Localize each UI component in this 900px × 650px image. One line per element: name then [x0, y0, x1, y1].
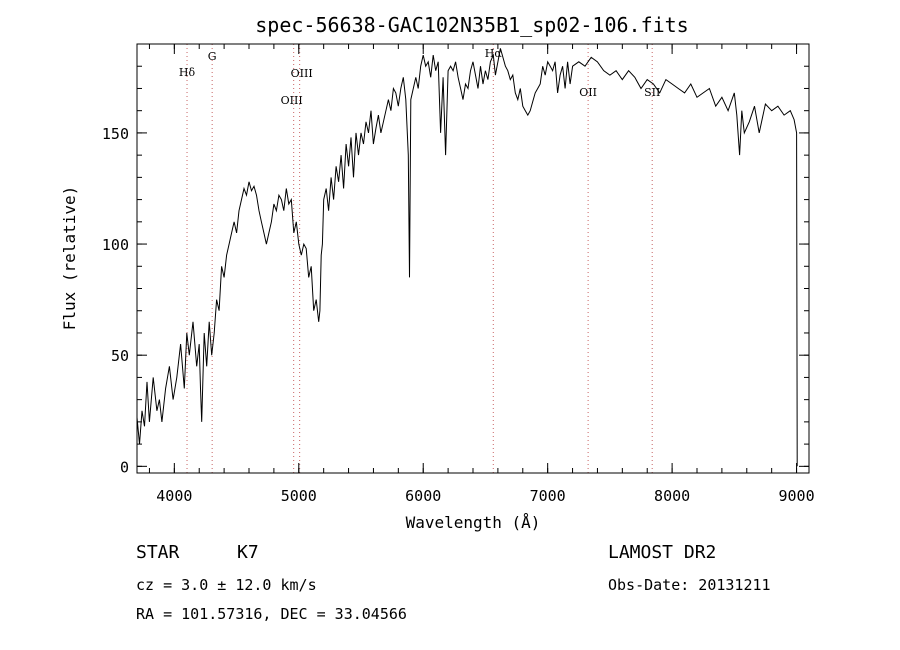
x-tick-label: 6000	[405, 487, 441, 505]
observation-date: Obs-Date: 20131211	[608, 576, 771, 594]
x-tick-label: 5000	[281, 487, 317, 505]
line-marker-label: OII	[579, 86, 597, 99]
line-marker-label: OIII	[291, 67, 313, 80]
line-marker-label: Hδ	[179, 66, 196, 79]
x-tick-label: 7000	[530, 487, 566, 505]
plot-frame	[136, 43, 810, 474]
chart-title: spec-56638-GAC102N35B1_sp02-106.fits	[255, 13, 688, 37]
object-subclass: K7	[237, 542, 259, 563]
y-tick-label: 50	[111, 347, 129, 365]
y-axis-label: Flux (relative)	[60, 186, 79, 331]
coordinates-info: RA = 101.57316, DEC = 33.04566	[136, 605, 407, 623]
line-marker-label: OIII	[281, 94, 303, 107]
y-tick-label: 0	[120, 458, 129, 476]
x-tick-label: 4000	[156, 487, 192, 505]
spectrum-line	[136, 48, 798, 467]
object-class: STAR	[136, 542, 180, 563]
y-tick-label: 100	[102, 236, 129, 254]
x-axis-label: Wavelength (Å)	[406, 513, 541, 532]
y-tick-label: 150	[102, 125, 129, 143]
x-tick-label: 9000	[778, 487, 814, 505]
axis-ticks: 4000 5000 6000 7000 8000 9000 0 50 100 150	[102, 44, 815, 505]
line-marker-label: G	[208, 50, 217, 63]
line-marker-label: SII	[644, 86, 660, 99]
x-tick-label: 8000	[654, 487, 690, 505]
survey-name: LAMOST DR2	[608, 542, 716, 563]
redshift-info: cz = 3.0 ± 12.0 km/s	[136, 576, 317, 594]
